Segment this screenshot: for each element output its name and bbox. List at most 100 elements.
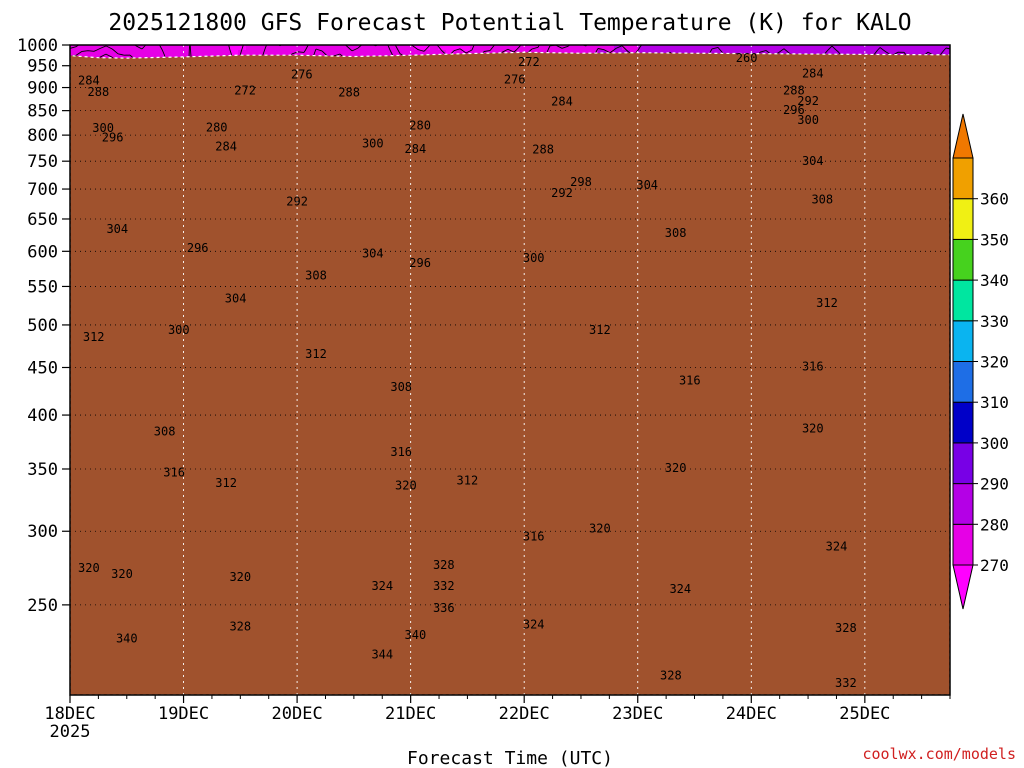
x-tick-label-23DEC: 23DEC	[612, 704, 663, 724]
colorbar-box-360	[952, 157, 974, 200]
x-tick-label-19DEC: 19DEC	[158, 704, 209, 724]
contour-label-68: 284	[802, 66, 824, 80]
contour-label-1: 344	[371, 648, 393, 662]
contour-label-53: 296	[102, 131, 124, 145]
y-tick-label-400: 400	[27, 406, 58, 426]
colorbar: 270 280 290 300 310 320 330 340 350 360	[952, 113, 1009, 610]
contour-label-21: 312	[215, 476, 237, 490]
contour-label-49: 288	[532, 143, 554, 157]
y-tick-label-900: 900	[27, 79, 58, 99]
x-axis-label: Forecast Time (UTC)	[407, 748, 613, 768]
contour-label-40: 296	[187, 241, 209, 255]
contour-label-2: 340	[405, 628, 427, 642]
x-tick-sublabel-18DEC: 2025	[50, 722, 91, 742]
contour-label-41: 304	[106, 222, 128, 236]
ground-surface	[70, 51, 950, 695]
y-tick-label-300: 300	[27, 522, 58, 542]
colorbar-label-330: 330	[980, 312, 1009, 331]
colorbar-label-360: 360	[980, 190, 1009, 209]
contour-label-9: 324	[523, 618, 545, 632]
contour-label-7: 328	[660, 668, 682, 682]
x-tick-label-20DEC: 20DEC	[272, 704, 323, 724]
y-tick-label-350: 350	[27, 460, 58, 480]
contour-label-15: 324	[669, 582, 691, 596]
contour-label-36: 308	[305, 269, 327, 283]
contour-label-33: 300	[168, 323, 190, 337]
colorbar-box-300	[952, 401, 974, 444]
x-tick-label-22DEC: 22DEC	[499, 704, 550, 724]
grid-lines	[70, 45, 950, 695]
contour-label-6: 328	[229, 619, 251, 633]
y-tick-label-1000: 1000	[17, 36, 58, 56]
colorbar-label-340: 340	[980, 271, 1009, 290]
contour-label-35: 304	[225, 291, 247, 305]
colorbar-label-320: 320	[980, 353, 1009, 372]
contour-label-51: 284	[405, 142, 427, 156]
colorbar-label-290: 290	[980, 475, 1009, 494]
contour-label-25: 308	[154, 425, 176, 439]
contour-label-11: 328	[835, 621, 857, 635]
contour-label-42: 308	[665, 226, 687, 240]
y-tick-label-250: 250	[27, 596, 58, 616]
contour-label-69: 272	[518, 55, 540, 69]
contour-label-32: 312	[589, 323, 611, 337]
contour-label-0: 340	[116, 632, 138, 646]
contour-label-56: 280	[409, 119, 431, 133]
contour-label-14: 320	[229, 570, 251, 584]
contour-label-48: 304	[802, 154, 824, 168]
contour-label-61: 272	[234, 84, 256, 98]
contour-label-3: 336	[433, 601, 455, 615]
colorbar-over-arrow	[952, 113, 974, 159]
contour-label-45: 292	[551, 186, 573, 200]
colorbar-box-350	[952, 198, 974, 240]
y-tick-label-700: 700	[27, 180, 58, 200]
contour-label-26: 320	[802, 421, 824, 435]
x-tick-label-25DEC: 25DEC	[839, 704, 890, 724]
y-tick-label-450: 450	[27, 358, 58, 378]
contour-label-63: 288	[338, 86, 360, 100]
contour-label-44: 308	[811, 193, 833, 207]
contour-label-18: 320	[589, 522, 611, 536]
y-tick-label-750: 750	[27, 152, 58, 172]
colorbar-label-300: 300	[980, 434, 1009, 453]
contour-label-4: 332	[433, 579, 455, 593]
contour-label-50: 284	[215, 139, 237, 153]
y-tick-label-850: 850	[27, 102, 58, 122]
contour-label-10: 324	[371, 579, 393, 593]
contour-label-43: 292	[286, 194, 308, 208]
contour-label-70: 260	[736, 51, 758, 65]
colorbar-box-320	[952, 320, 974, 362]
colorbar-label-270: 270	[980, 556, 1009, 575]
contour-label-13: 320	[111, 567, 133, 581]
contour-label-54: 300	[92, 121, 114, 135]
contour-label-27: 308	[390, 380, 412, 394]
y-tick-label-800: 800	[27, 126, 58, 146]
contour-label-46: 298	[570, 175, 592, 189]
contour-label-5: 328	[433, 558, 455, 572]
contour-label-37: 296	[409, 256, 431, 270]
contour-label-19: 320	[395, 479, 417, 493]
contour-label-65: 284	[78, 73, 100, 87]
contour-label-29: 316	[802, 360, 824, 374]
contour-label-23: 316	[390, 445, 412, 459]
colorbar-box-290	[952, 442, 974, 485]
contour-label-30: 312	[305, 347, 327, 361]
y-tick-label-550: 550	[27, 277, 58, 297]
contour-label-66: 276	[291, 67, 313, 81]
contour-label-39: 304	[362, 246, 384, 260]
terrain	[70, 51, 950, 695]
y-tick-label-950: 950	[27, 57, 58, 77]
contour-label-57: 300	[797, 113, 819, 127]
pressure-axis: 250 300 350 400 450 500 550 600 650 700 750 800 850 9…	[17, 36, 70, 616]
colorbar-box-340	[952, 238, 974, 281]
contour-label-34: 312	[816, 296, 838, 310]
contour-label-17: 316	[523, 530, 545, 544]
contour-label-16: 324	[826, 539, 848, 553]
y-tick-label-600: 600	[27, 242, 58, 262]
contour-labels: 340 344 340 336 332 328 328 328 332 324 324 328 320 3…	[78, 51, 857, 690]
contour-label-58: 296	[783, 103, 805, 117]
colorbar-box-310	[952, 361, 974, 403]
colorbar-under-arrow	[952, 564, 974, 610]
y-tick-label-500: 500	[27, 316, 58, 336]
